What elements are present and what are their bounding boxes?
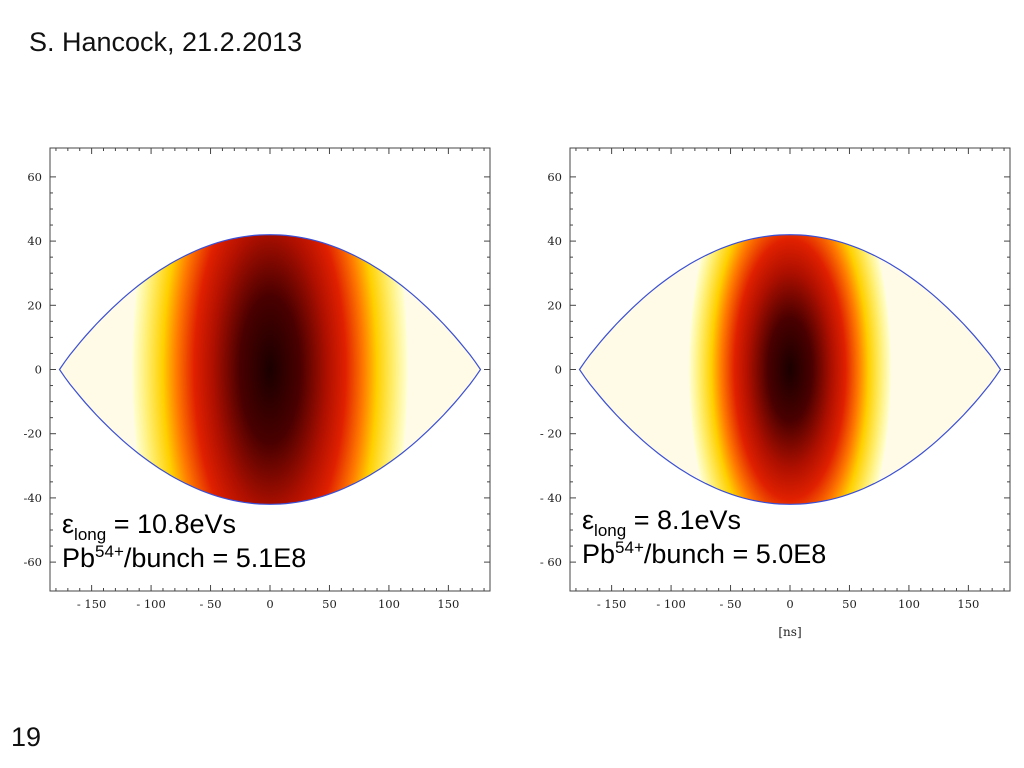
tick-marks (570, 148, 1010, 591)
intensity-line-left: Pb54+/bunch = 5.1E8 (62, 541, 306, 575)
y-tick-label: 0 (555, 363, 562, 377)
ion-charge: 54+ (95, 542, 124, 561)
y-tick-label: 60 (547, 170, 562, 184)
y-tick-label: 20 (547, 298, 562, 312)
x-tick-label: - 50 (719, 597, 741, 611)
y-tick-label: - 60 (540, 555, 562, 569)
x-tick-label: 0 (266, 597, 273, 611)
bunch-density (132, 234, 408, 505)
x-tick-label: 100 (378, 597, 400, 611)
intensity-line-right: Pb54+/bunch = 5.0E8 (582, 537, 826, 571)
ion-symbol: Pb (62, 543, 96, 573)
x-tick-label: 50 (322, 597, 337, 611)
y-tick-label: - 20 (540, 427, 562, 441)
x-tick-label: 100 (898, 597, 920, 611)
phase-space-chart-left: - 150 - 100 - 50 0 50 100 150 60 40 20 0 -20 -40 -60 (23, 147, 491, 611)
y-tick-label: 40 (27, 234, 42, 248)
epsilon-symbol: ε (62, 509, 75, 539)
phase-space-plot-left: - 150- 100- 50 0 50 100 150 60 40 20 0 -20 -40 -60 … (12, 140, 497, 630)
y-tick-label: 0 (35, 363, 42, 377)
emittance-subscript: long (594, 521, 627, 540)
phase-space-plot-right: - 150 - 100 - 50 0 50 100 150 60 40 20 0 - 20 - 40 - … (532, 140, 1017, 650)
density-group (689, 234, 891, 505)
phase-space-chart-right: - 150 - 100 - 50 0 50 100 150 60 40 20 0 - 20 - 40 - … (540, 147, 1011, 639)
intensity-value: /bunch = 5.0E8 (643, 539, 827, 569)
y-tick-label: -20 (23, 427, 42, 441)
annotation-right: εlong = 8.1eVs Pb54+/bunch = 5.0E8 (582, 503, 826, 571)
epsilon-symbol: ε (582, 505, 595, 535)
emittance-subscript: long (74, 525, 107, 544)
separatrix-line (58, 234, 482, 505)
density-group (132, 234, 408, 505)
emittance-line-right: εlong = 8.1eVs (582, 503, 826, 540)
y-tick-label: - 40 (540, 491, 562, 505)
ion-symbol: Pb (582, 539, 616, 569)
y-tick-label: 20 (27, 298, 42, 312)
slide-title: S. Hancock, 21.2.2013 (29, 27, 303, 57)
bunch-density (689, 234, 891, 505)
x-tick-label: 150 (437, 597, 459, 611)
x-tick-label: - 50 (199, 597, 221, 611)
ion-charge: 54+ (615, 538, 644, 557)
tick-marks (50, 148, 490, 591)
x-tick-label: 150 (957, 597, 979, 611)
x-axis-label: [ns] (778, 625, 801, 639)
x-tick-label: 50 (842, 597, 857, 611)
emittance-value: = 10.8eVs (106, 509, 237, 539)
y-tick-label: 60 (27, 170, 42, 184)
x-tick-label: 0 (786, 597, 793, 611)
slide-number: 19 (11, 722, 42, 752)
y-tick-label: -40 (23, 491, 42, 505)
y-tick-label: 40 (547, 234, 562, 248)
annotation-left: εlong = 10.8eVs Pb54+/bunch = 5.1E8 (62, 507, 306, 575)
intensity-value: /bunch = 5.1E8 (123, 543, 307, 573)
y-tick-label: -60 (23, 555, 42, 569)
emittance-value: = 8.1eVs (626, 505, 742, 535)
separatrix-line (578, 234, 1002, 505)
emittance-line-left: εlong = 10.8eVs (62, 507, 306, 544)
x-tick-label: - 150 (597, 597, 627, 611)
x-tick-label: - 100 (656, 597, 686, 611)
x-tick-label: - 150 (77, 597, 107, 611)
x-tick-label: - 100 (136, 597, 166, 611)
